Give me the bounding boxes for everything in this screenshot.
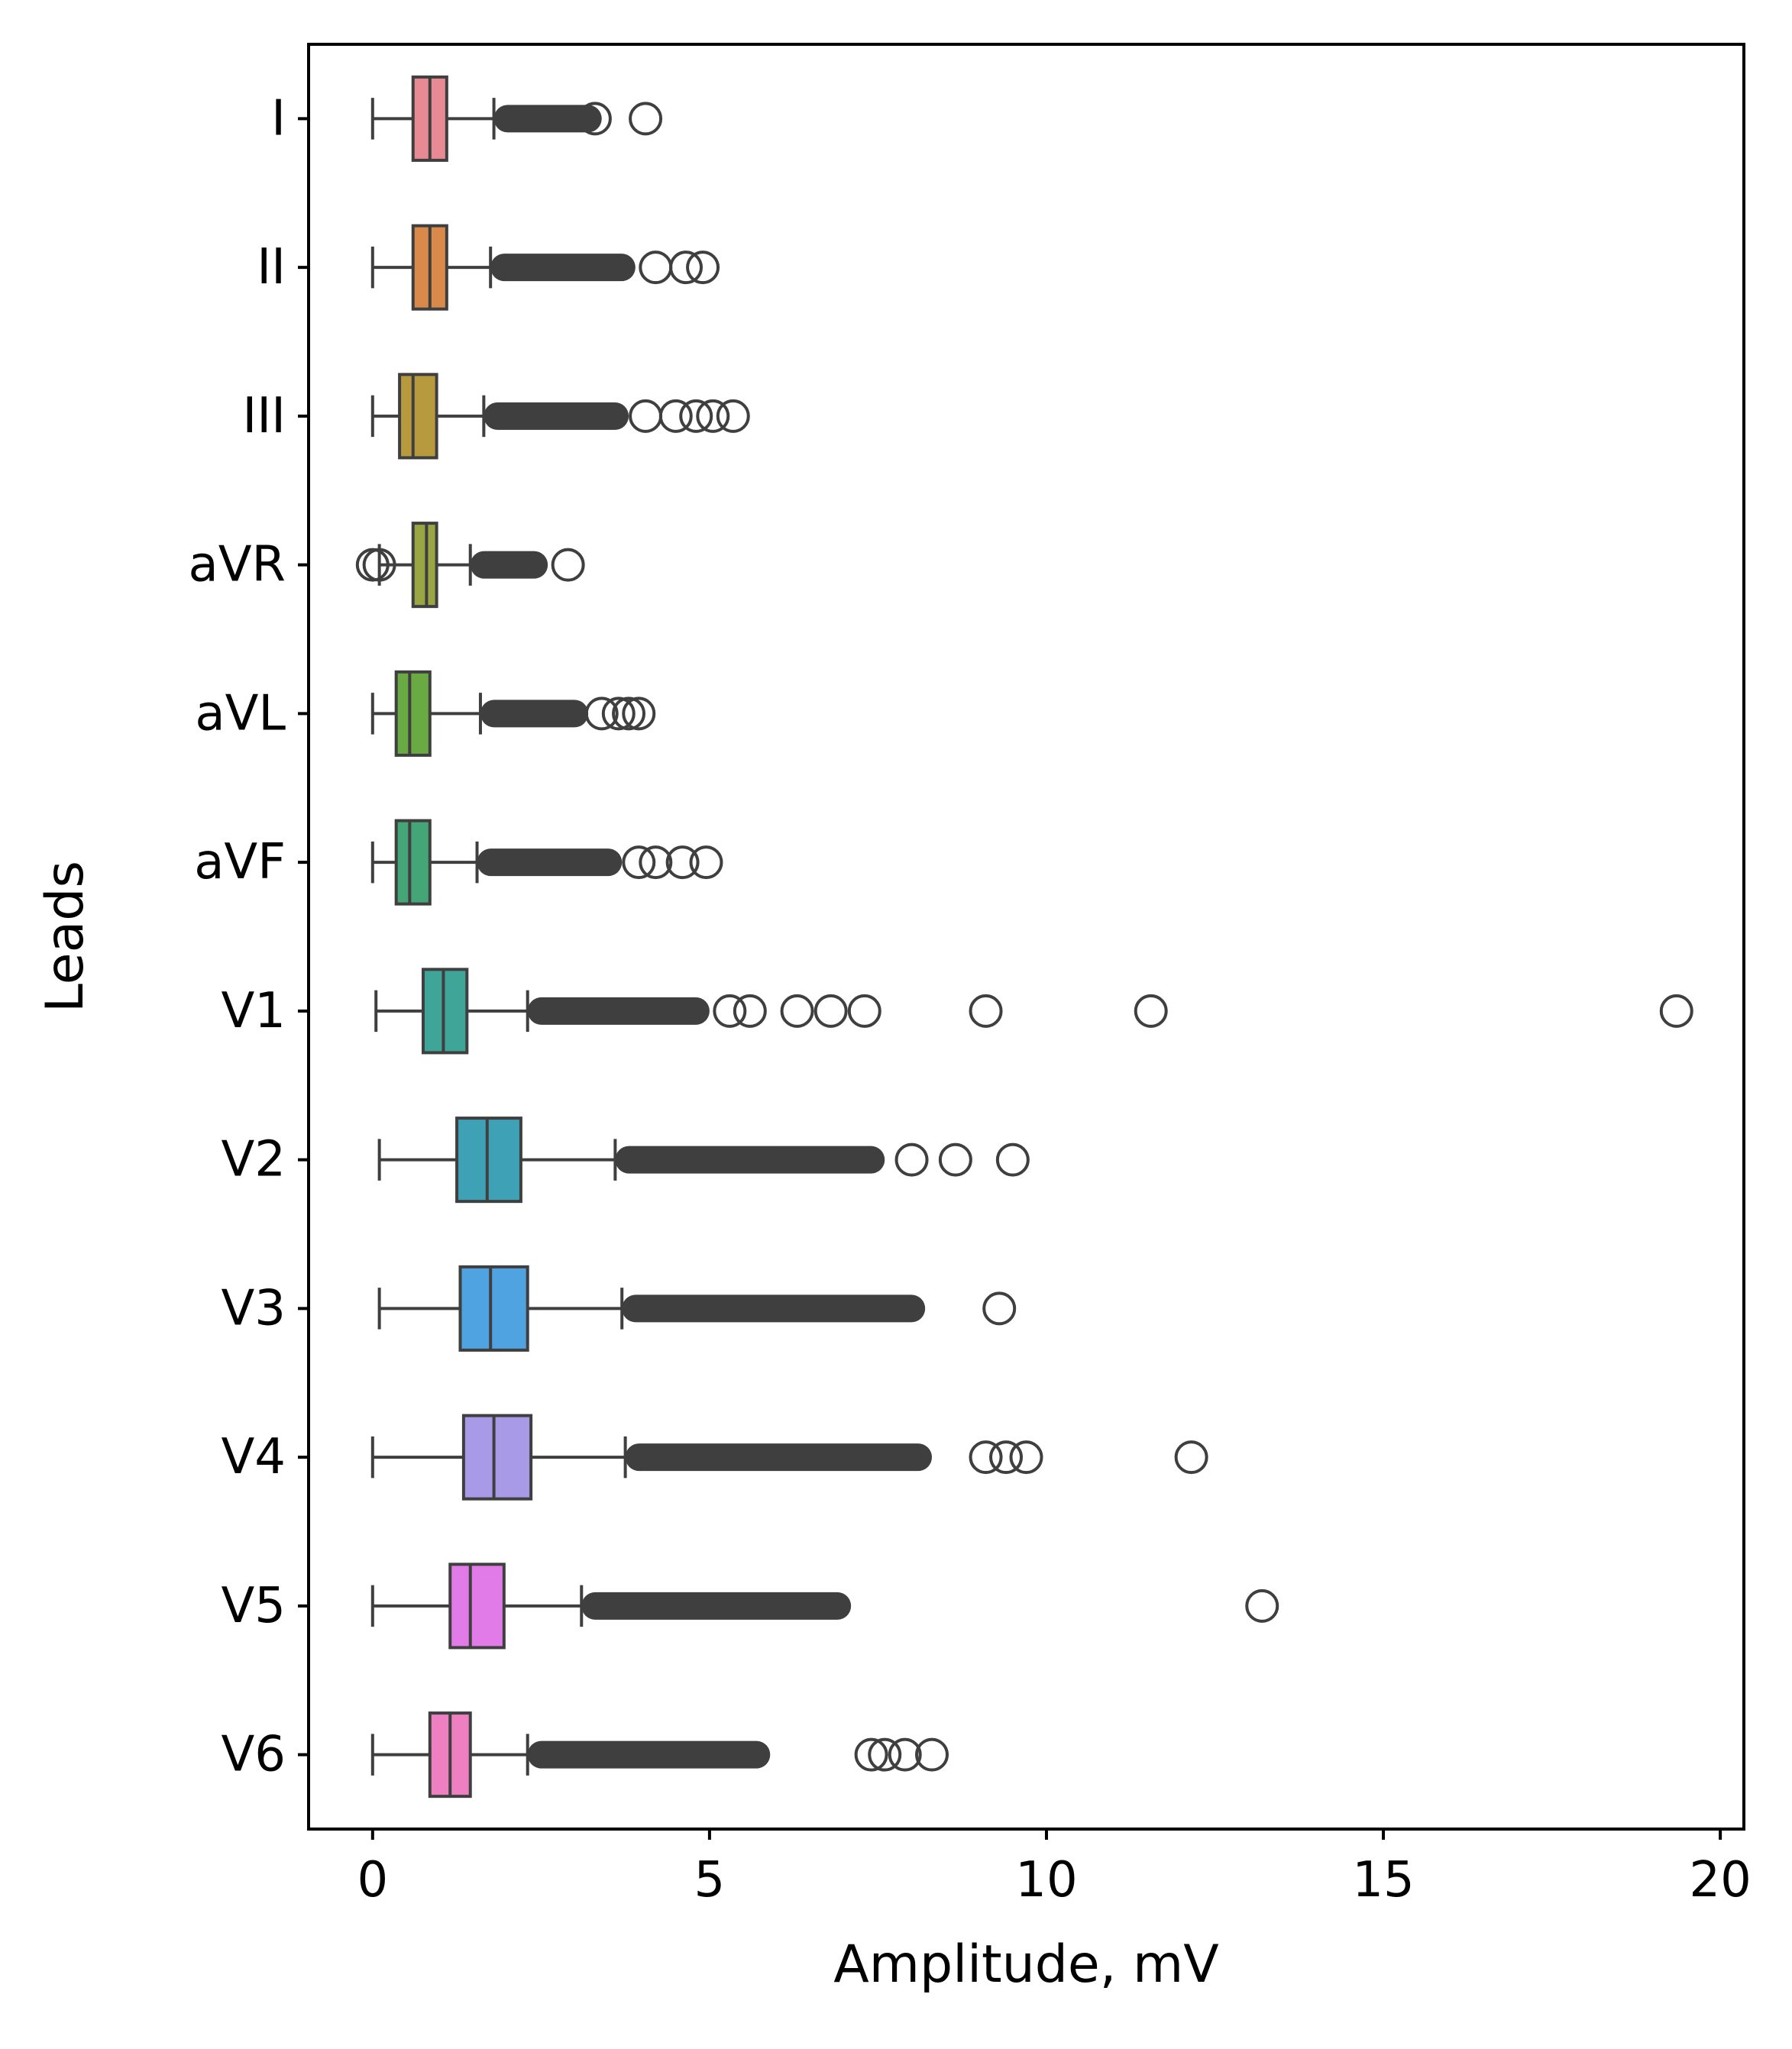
outlier-point: [679, 399, 713, 433]
box-V5: [370, 1563, 1279, 1650]
y-tick-label: II: [257, 239, 286, 296]
outlier-point: [888, 1737, 922, 1772]
iqr-box: [421, 968, 469, 1055]
flier-band: [470, 551, 548, 579]
outlier-point: [665, 845, 700, 880]
flier-band: [581, 1592, 852, 1620]
outlier-point: [713, 994, 747, 1028]
outlier-point: [577, 102, 612, 136]
outlier-point: [686, 250, 720, 285]
outlier-point: [622, 696, 656, 731]
flier-band: [490, 254, 636, 282]
y-axis-label: Leads: [35, 861, 95, 1013]
x-tick-label: 20: [1689, 1852, 1751, 1908]
outlier-point: [1245, 1588, 1279, 1623]
plot-area: [355, 75, 1693, 1799]
box-I: [370, 75, 663, 162]
box-III: [370, 373, 750, 460]
y-tick-label: V2: [222, 1132, 286, 1188]
outlier-point: [1134, 994, 1168, 1028]
flier-band: [625, 1443, 932, 1472]
outlier-point: [814, 994, 848, 1028]
outlier-point: [639, 250, 673, 285]
box-V3: [377, 1265, 1017, 1352]
y-tick-label: V6: [222, 1727, 286, 1783]
outlier-point: [601, 696, 636, 731]
outlier-point: [612, 696, 646, 731]
outlier-point: [629, 399, 663, 433]
iqr-box: [411, 522, 438, 609]
y-tick-label: aVR: [189, 537, 286, 593]
iqr-box: [458, 1265, 529, 1352]
outlier-point: [658, 399, 693, 433]
flier-band: [480, 700, 589, 728]
outlier-point: [733, 994, 767, 1028]
y-tick-label: I: [271, 90, 286, 147]
outlier-point: [847, 994, 881, 1028]
flier-band: [493, 105, 602, 133]
iqr-box: [455, 1117, 522, 1204]
axes-frame: [307, 43, 1745, 1831]
box-V6: [370, 1711, 949, 1799]
outlier-point: [639, 845, 673, 880]
y-tick-label: V5: [222, 1578, 286, 1634]
iqr-box: [394, 670, 432, 757]
outlier-point: [780, 994, 814, 1028]
outlier-point: [995, 1142, 1030, 1177]
outlier-point: [969, 1440, 1003, 1475]
outlier-point: [689, 845, 723, 880]
x-tick-label: 0: [357, 1852, 388, 1908]
x-axis-label: Amplitude, mV: [833, 1934, 1218, 1995]
y-tick-label: V1: [222, 983, 286, 1039]
y-tick-label: aVF: [194, 834, 286, 890]
box-V1: [374, 968, 1693, 1055]
flier-band: [527, 1740, 771, 1769]
box-II: [370, 224, 720, 311]
outlier-point: [1174, 1440, 1208, 1475]
outlier-point: [868, 1737, 902, 1772]
flier-band: [477, 848, 623, 877]
outlier-point: [716, 399, 750, 433]
outlier-point: [1009, 1440, 1043, 1475]
outlier-point: [362, 548, 396, 582]
outlier-point: [894, 1142, 929, 1177]
y-tick-label: V3: [222, 1280, 286, 1336]
outlier-point: [551, 548, 585, 582]
outlier-point: [669, 250, 704, 285]
iqr-box: [448, 1563, 506, 1650]
outlier-point: [584, 696, 619, 731]
x-axis: 0 5 10 15 20: [357, 1829, 1752, 1908]
flier-band: [615, 1146, 885, 1174]
box-V2: [377, 1117, 1030, 1204]
x-tick-label: 15: [1352, 1852, 1414, 1908]
iqr-box: [394, 819, 432, 906]
y-tick-label: V4: [222, 1429, 286, 1485]
outlier-point: [854, 1737, 888, 1772]
iqr-box: [398, 373, 438, 460]
y-tick-label: III: [242, 388, 286, 444]
outlier-point: [696, 399, 730, 433]
flier-band: [527, 997, 710, 1025]
x-tick-label: 10: [1015, 1852, 1077, 1908]
outlier-point: [622, 845, 656, 880]
x-tick-label: 5: [694, 1852, 726, 1908]
flier-band: [484, 402, 629, 430]
iqr-box: [461, 1414, 533, 1501]
box-aVR: [355, 522, 585, 609]
box-aVF: [370, 819, 723, 906]
flier-band: [622, 1294, 926, 1323]
outlier-point: [969, 994, 1003, 1028]
outlier-point: [1659, 994, 1693, 1028]
outlier-point: [989, 1440, 1024, 1475]
outlier-point: [629, 102, 663, 136]
y-tick-label: aVL: [195, 685, 286, 742]
outlier-point: [914, 1737, 949, 1772]
box-aVL: [370, 670, 656, 757]
box-V4: [370, 1414, 1208, 1501]
outlier-point: [938, 1142, 972, 1177]
outlier-point: [982, 1291, 1017, 1326]
